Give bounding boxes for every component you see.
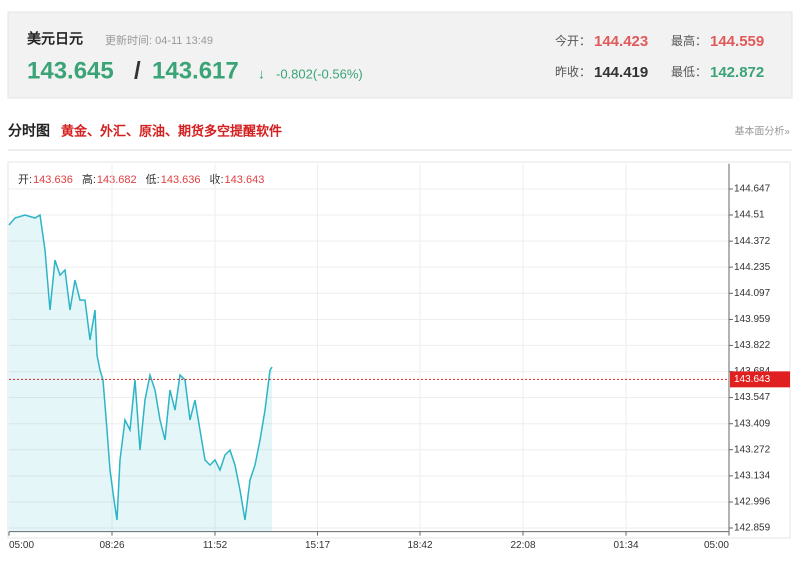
y-tick-label: 142.996 [734, 497, 771, 508]
info-label: 低: [146, 173, 160, 186]
y-tick-label: 143.547 [734, 392, 771, 403]
y-tick-label: 144.51 [734, 210, 765, 221]
arrow: ↓ [258, 66, 265, 82]
promo-link[interactable]: 黄金、外汇、原油、期货多空提醒软件 [61, 123, 282, 138]
separator: / [134, 57, 141, 84]
area [9, 215, 272, 532]
y-tick-label: 144.647 [734, 184, 771, 195]
stat-label: 最低： [671, 65, 707, 79]
y-tick-label: 143.409 [734, 418, 771, 429]
x-tick-label: 18:42 [407, 540, 432, 551]
x-tick-label: 11:52 [203, 540, 228, 551]
info-label: 高: [82, 172, 96, 186]
x-tick-label: 15:17 [305, 540, 330, 551]
y-tick-label: 143.134 [734, 471, 771, 482]
section-title: 分时图 [8, 123, 50, 139]
stat-label: 最高： [671, 33, 707, 48]
stat-value: 144.419 [594, 64, 648, 81]
price: 143.645 [27, 57, 114, 84]
current-price-label: 143.643 [734, 374, 771, 385]
info-value: 143.682 [97, 174, 137, 186]
update-time: 更新时间: 04-11 13:49 [105, 33, 213, 47]
y-tick-label: 143.822 [734, 340, 771, 351]
info-value: 143.636 [161, 174, 201, 186]
price-2: 143.617 [152, 57, 239, 84]
x-tick-label: 05:00 [704, 540, 729, 551]
current-price-box [730, 371, 790, 388]
x-tick-label: 22:08 [510, 540, 535, 551]
stat-label: 昨收： [555, 65, 591, 79]
info-label: 开: [18, 174, 32, 186]
analysis-link[interactable]: 基本面分析» [734, 125, 790, 138]
stat-value: 142.872 [710, 64, 764, 81]
y-tick-label: 144.372 [734, 236, 771, 247]
symbol-title: 美元日元 [27, 31, 83, 47]
y-tick-label: 143.272 [734, 444, 771, 455]
quote-panel [7, 11, 793, 99]
info-value: 143.643 [225, 174, 265, 186]
y-tick-label: 144.097 [734, 288, 771, 299]
stat-label: 今开： [555, 33, 591, 48]
info-label: 收: [209, 172, 223, 186]
price-line [8, 213, 273, 521]
stat-value: 144.559 [710, 33, 764, 50]
x-tick-label: 05:00 [9, 540, 34, 551]
chart-frame [7, 161, 791, 539]
y-tick-label: 143.959 [734, 314, 771, 325]
stat-value: 144.423 [594, 33, 648, 50]
x-tick-label: 08:26 [99, 540, 124, 551]
change: -0.802(-0.56%) [276, 66, 363, 81]
x-tick-label: 01:34 [613, 540, 638, 551]
info-value: 143.636 [33, 174, 73, 186]
y-tick-label: 144.235 [734, 262, 771, 273]
y-tick-label: 142.859 [734, 523, 771, 534]
